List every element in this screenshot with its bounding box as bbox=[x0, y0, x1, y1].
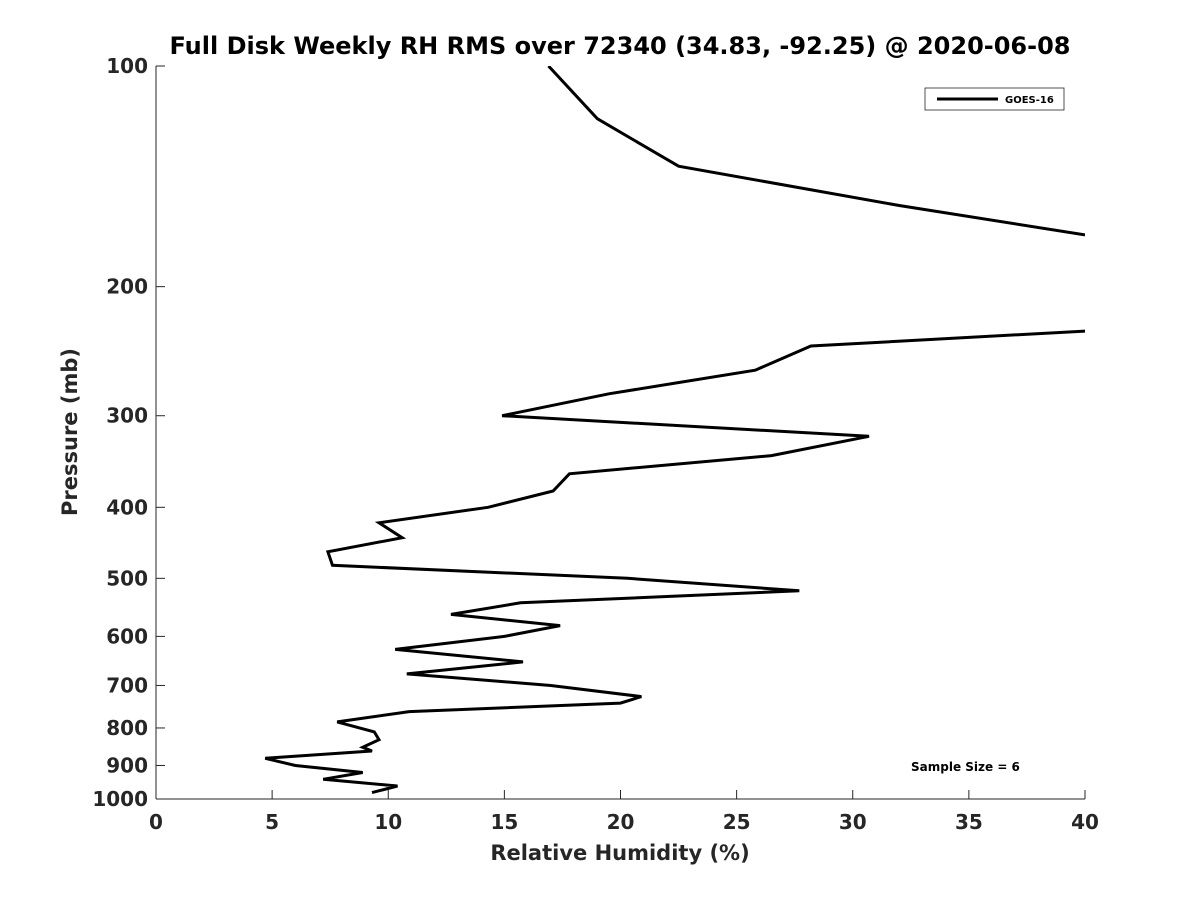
x-tick-label: 15 bbox=[490, 810, 518, 834]
y-tick-label: 800 bbox=[106, 716, 148, 740]
x-tick-label: 35 bbox=[955, 810, 983, 834]
y-tick-label: 400 bbox=[106, 495, 148, 519]
y-tick-label: 500 bbox=[106, 566, 148, 590]
series-layer bbox=[264, 66, 1085, 795]
x-tick-label: 20 bbox=[607, 810, 635, 834]
y-tick-label: 600 bbox=[106, 624, 148, 648]
x-tick-label: 10 bbox=[374, 810, 402, 834]
x-ticks: 0 5 10 15 20 25 30 35 40 bbox=[149, 790, 1099, 834]
y-tick-label: 1000 bbox=[92, 787, 148, 811]
y-ticks: 100 200 300 400 500 600 700 800 900 1000 bbox=[92, 54, 165, 811]
x-tick-label: 25 bbox=[723, 810, 751, 834]
legend-label-goes-16: GOES-16 bbox=[1005, 95, 1054, 106]
x-tick-label: 5 bbox=[265, 810, 279, 834]
sample-size-annotation: Sample Size = 6 bbox=[911, 760, 1020, 774]
series-line-goes-16-segment-2 bbox=[264, 329, 1085, 795]
legend: GOES-16 bbox=[924, 87, 1065, 111]
chart-title: Full Disk Weekly RH RMS over 72340 (34.8… bbox=[169, 32, 1070, 60]
x-tick-label: 0 bbox=[149, 810, 163, 834]
y-tick-label: 900 bbox=[106, 753, 148, 777]
y-tick-label: 300 bbox=[106, 404, 148, 428]
y-tick-label: 100 bbox=[106, 54, 148, 78]
y-axis-label: Pressure (mb) bbox=[58, 348, 82, 516]
series-line-goes-16-segment-1 bbox=[547, 66, 1085, 237]
x-tick-label: 40 bbox=[1071, 810, 1099, 834]
x-tick-label: 30 bbox=[839, 810, 867, 834]
x-axis-label: Relative Humidity (%) bbox=[490, 841, 749, 865]
y-tick-label: 700 bbox=[106, 673, 148, 697]
y-tick-label: 200 bbox=[106, 275, 148, 299]
